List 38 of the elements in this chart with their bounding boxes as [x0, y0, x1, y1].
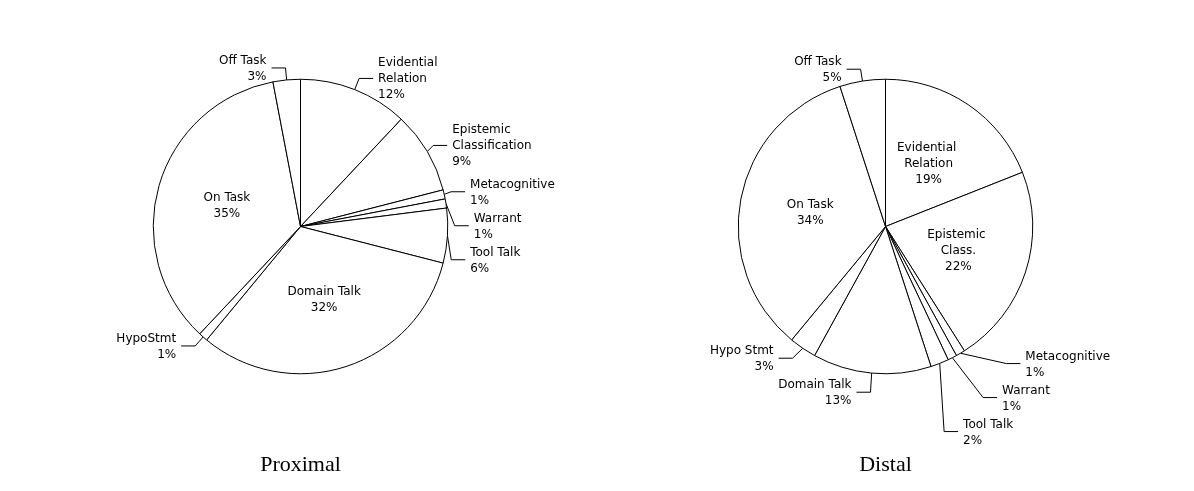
data-label: 19%	[915, 172, 942, 187]
data-label: 35%	[213, 206, 241, 221]
slice-label: Domain Talk	[778, 377, 852, 392]
data-label: 22%	[945, 259, 972, 274]
slice-label: Domain Talk	[287, 284, 361, 299]
slice-label: Warrant	[473, 210, 522, 225]
slice-label: HypoStmt	[116, 330, 177, 345]
data-label: 2%	[963, 432, 983, 447]
slice-label: Tool Talk	[469, 244, 521, 259]
slice-label: Evidential Relation	[378, 55, 442, 86]
data-label: 3%	[754, 359, 774, 374]
data-label: 1%	[473, 226, 493, 241]
data-label: 5%	[822, 70, 842, 85]
slice-label: On Task	[786, 197, 834, 212]
data-label: 1%	[470, 192, 490, 207]
data-label: 12%	[378, 87, 405, 102]
data-label: 3%	[247, 68, 267, 83]
data-label: 13%	[824, 393, 852, 408]
data-label: 1%	[157, 346, 177, 361]
data-label: 6%	[470, 260, 490, 275]
data-label: 1%	[1025, 364, 1045, 379]
slice-label: Off Task	[794, 54, 842, 69]
data-label: 1%	[1002, 398, 1022, 413]
slice-label: Metacognitive	[1025, 348, 1111, 363]
slice-label: Metacognitive	[470, 176, 555, 191]
slice-label: Off Task	[219, 52, 267, 67]
text: Distal	[859, 450, 912, 476]
slice-label: Evidential Relation	[896, 140, 961, 171]
text: Proximal	[260, 450, 341, 476]
slice-label: On Task	[203, 190, 251, 205]
slice-label: Warrant	[1002, 382, 1051, 397]
slice-label: Epistemic Classification	[452, 122, 532, 153]
slice-label: Hypo Stmt	[709, 343, 774, 358]
data-label: 9%	[452, 154, 472, 169]
slice-label: Tool Talk	[962, 416, 1014, 431]
data-label: 34%	[796, 213, 824, 228]
slice-label: Epistemic Class.	[927, 227, 990, 258]
data-label: 32%	[310, 300, 338, 315]
